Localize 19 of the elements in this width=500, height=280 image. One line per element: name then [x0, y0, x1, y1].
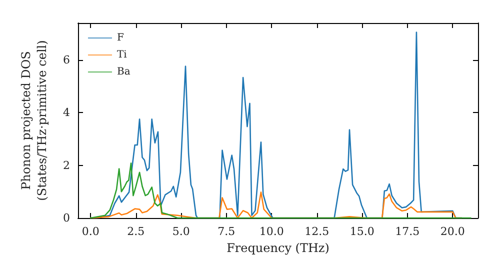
y-tick-label: 2 [63, 158, 70, 172]
x-axis-title: Frequency (THz) [226, 241, 330, 255]
x-tick-label: 15.0 [350, 225, 374, 238]
x-tick-label: 0.0 [82, 225, 100, 238]
x-tick-label: 7.5 [218, 225, 236, 238]
x-tick-label: 20.0 [440, 225, 465, 238]
legend-label: Ba [117, 66, 130, 78]
x-tick-label: 12.5 [304, 225, 330, 238]
legend-label: F [117, 32, 124, 44]
y-tick-label: 4 [63, 106, 70, 120]
y-tick-label: 6 [63, 53, 70, 66]
y-tick-label: 0 [63, 212, 70, 224]
x-tick-label: 2.5 [127, 225, 145, 238]
y-axis-title: Phonon projected DOS (States/THz·primitive cell) [19, 40, 49, 201]
line-series [90, 162, 472, 219]
x-tick-label: 5.0 [172, 225, 190, 238]
x-tick-label: 17.5 [395, 225, 420, 238]
legend-label: Ti [117, 50, 127, 60]
x-tick-label: 10.0 [259, 225, 284, 238]
